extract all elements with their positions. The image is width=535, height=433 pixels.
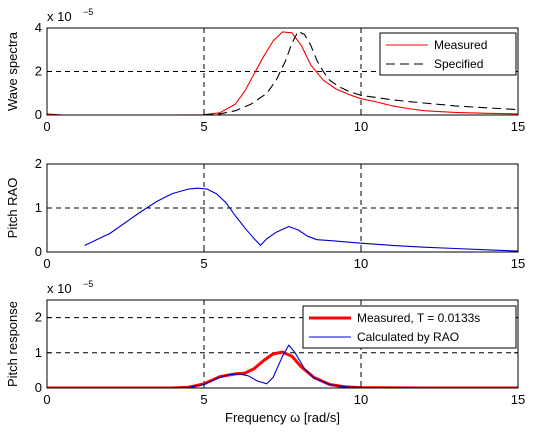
series-line-2	[203, 30, 518, 115]
y-axis-label: Wave spectra	[5, 31, 20, 111]
y-tick-label: 1	[35, 200, 42, 215]
x-tick-label: 10	[354, 256, 368, 271]
legend-label-2: Calculated by RAO	[357, 330, 459, 344]
series-line-1	[84, 187, 518, 252]
legend-box	[302, 305, 517, 349]
y-tick-label: 1	[35, 345, 42, 360]
legend-label-1: Measured, T = 0.0133s	[357, 311, 480, 325]
x-tick-label: 15	[511, 256, 525, 271]
y-tick-label: 0	[35, 244, 42, 259]
y-tick-label: 2	[35, 64, 42, 79]
y-tick-label: 0	[35, 380, 42, 395]
x-tick-label: 5	[200, 119, 207, 134]
x-tick-label: 5	[200, 256, 207, 271]
y-axis-label: Pitch RAO	[5, 178, 20, 239]
x-tick-label: 0	[43, 392, 50, 407]
x-axis-label: Frequency ω [rad/s]	[225, 410, 340, 425]
y-tick-label: 2	[35, 156, 42, 171]
exponent-label: x 10	[47, 9, 72, 24]
legend-label-2: Specified	[434, 57, 483, 71]
x-tick-label: 15	[511, 392, 525, 407]
y-tick-label: 0	[35, 107, 42, 122]
exponent-label: x 10	[47, 281, 72, 296]
exponent-power: −5	[83, 7, 93, 17]
x-tick-label: 0	[43, 119, 50, 134]
y-tick-label: 2	[35, 310, 42, 325]
series-line-1	[47, 31, 518, 115]
x-tick-label: 10	[354, 119, 368, 134]
x-tick-label: 15	[511, 119, 525, 134]
y-axis-label: Pitch response	[5, 301, 20, 387]
x-tick-label: 5	[200, 392, 207, 407]
legend-box	[379, 32, 517, 76]
x-tick-label: 0	[43, 256, 50, 271]
x-tick-label: 10	[354, 392, 368, 407]
y-tick-label: 4	[35, 20, 42, 35]
legend-label-1: Measured	[434, 38, 487, 52]
exponent-power: −5	[83, 279, 93, 289]
axes-box	[46, 299, 519, 389]
series-line-2	[47, 344, 518, 388]
